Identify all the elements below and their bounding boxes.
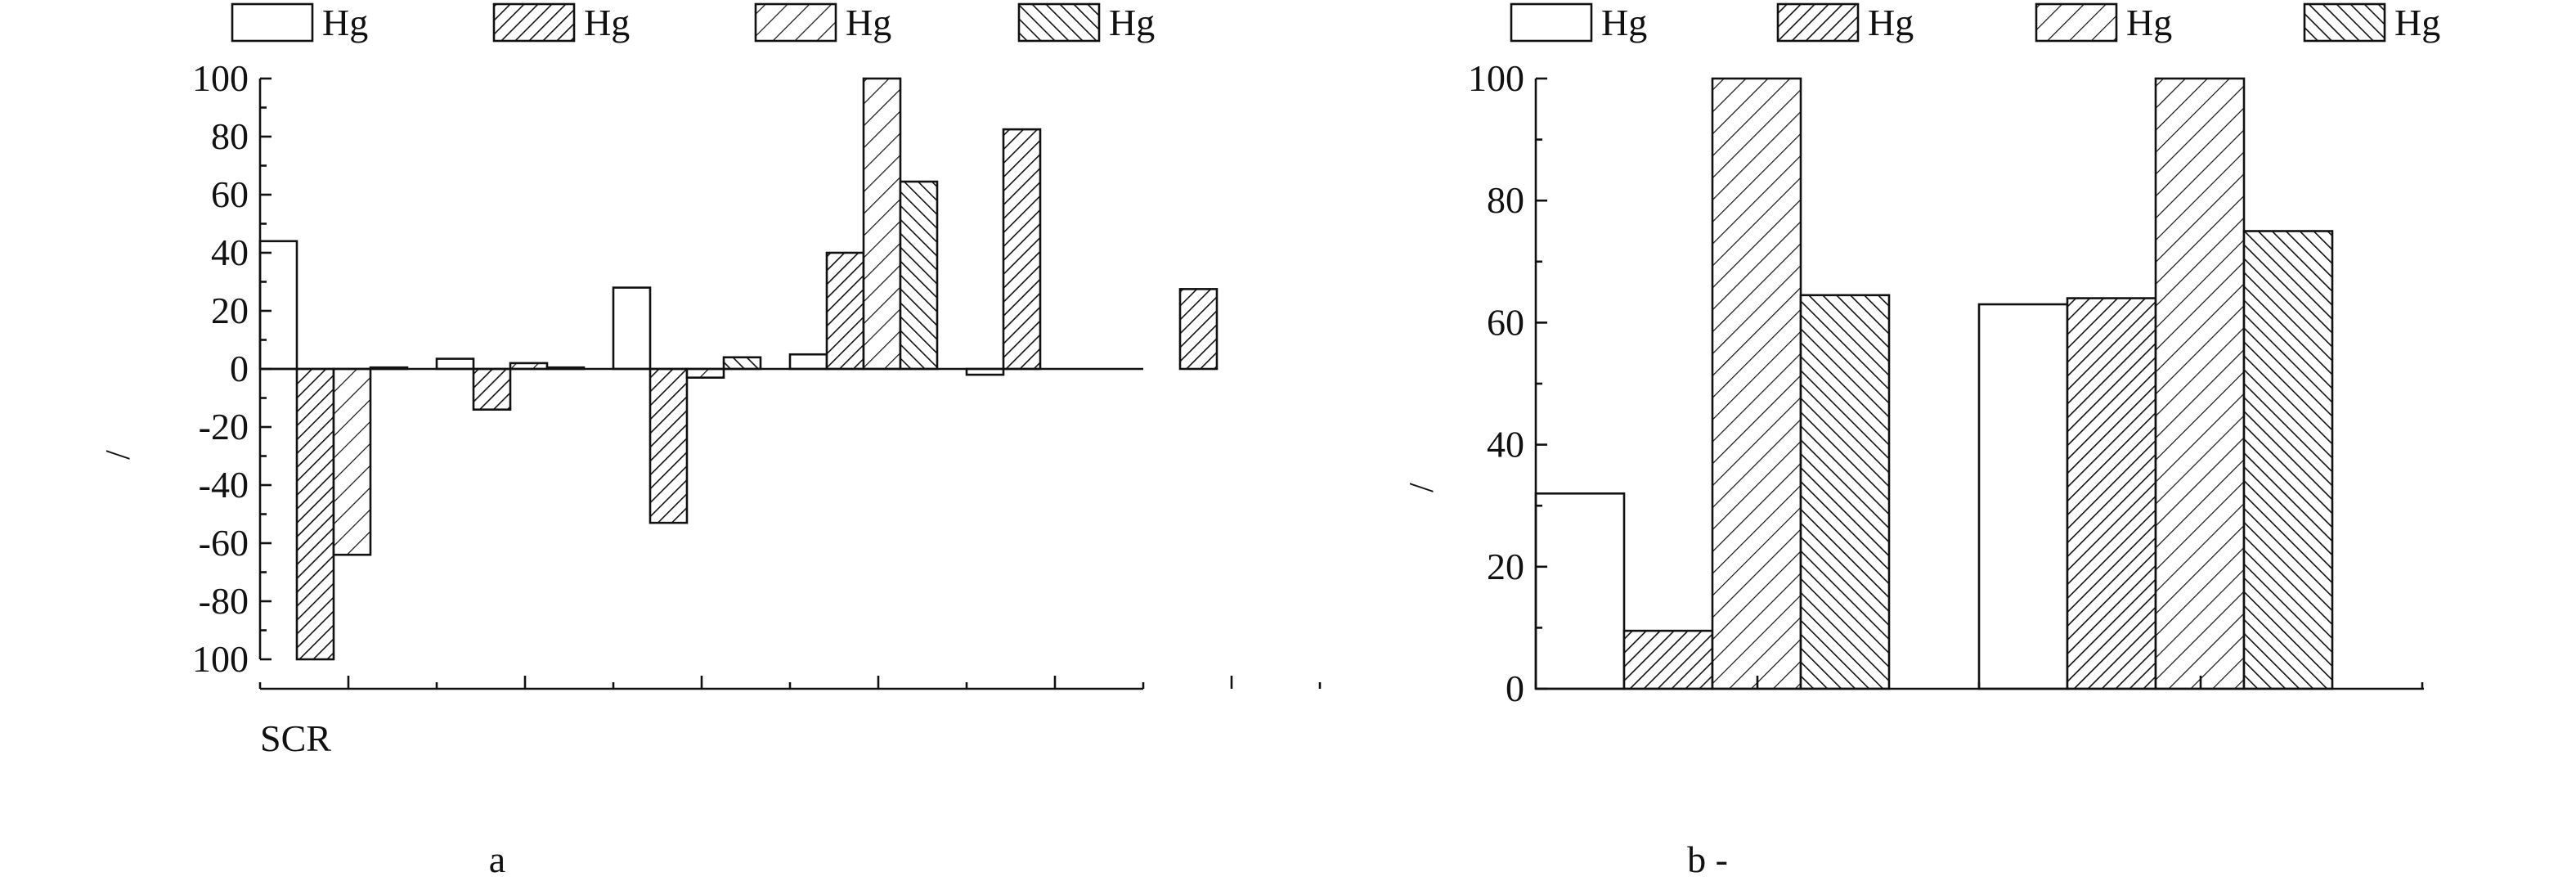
- bar-a-c3-s4: [722, 356, 762, 371]
- axes-b: 0 20 40 60 80 100: [1468, 57, 2424, 709]
- bar-a-c2-s2: [472, 367, 512, 411]
- bar-a-c3-s2: [648, 367, 689, 524]
- legend-label-b-3: Hg: [2126, 2, 2172, 43]
- y-axis-label-b: /: [1403, 483, 1441, 492]
- y-tick-label-a-9: -60: [199, 522, 249, 564]
- chart-panel-b: Hg Hg Hg Hg 0 20 40 60 80 100 / b -: [1403, 2, 2440, 880]
- panel-caption-b: b -: [1687, 838, 1728, 880]
- bar-b-c2-s4: [2242, 230, 2334, 690]
- legend-item-b-2: Hg: [1776, 2, 1914, 43]
- bars-b: [1534, 77, 2334, 690]
- bar-a-c1-s3: [332, 367, 372, 556]
- y-tick-label-a-5: 20: [211, 290, 249, 331]
- chart-panel-a: Hg Hg Hg Hg 100 80 60 40 20 0 -20 -40 -60 -80100 …: [100, 2, 1322, 880]
- y-tick-label-a-4: 40: [211, 231, 249, 273]
- bar-a-c1-s2: [295, 367, 335, 661]
- legend-item-a-1: Hg: [231, 2, 368, 43]
- y-tick-label-a-11: 100: [192, 638, 249, 680]
- bar-a-c3-s1: [612, 286, 652, 371]
- bar-a-c4-s3: [862, 77, 902, 371]
- bar-b-c2-s2: [2066, 297, 2157, 690]
- legend-swatch-a-3: [754, 2, 837, 43]
- y-axis-label-a: /: [100, 450, 137, 460]
- legend-swatch-a-2: [492, 2, 576, 43]
- legend-label-b-2: Hg: [1868, 2, 1914, 43]
- category-label-a: SCR: [260, 717, 331, 759]
- y-tick-label-b-4: 60: [1487, 301, 1524, 343]
- bar-a-c6-s2: [1178, 288, 1218, 371]
- y-tick-label-b-1: 0: [1506, 668, 1524, 709]
- legend-item-b-3: Hg: [2035, 2, 2172, 43]
- y-tick-label-a-7: -20: [199, 406, 249, 447]
- bar-a-c5-s2: [1002, 128, 1042, 371]
- legend-item-a-3: Hg: [754, 2, 891, 43]
- bar-a-c4-s4: [899, 180, 939, 371]
- bar-a-c1-s1: [258, 240, 298, 371]
- legend-swatch-a-4: [1017, 2, 1101, 43]
- legend-b: Hg Hg Hg Hg: [1510, 2, 2440, 43]
- legend-swatch-a-1: [231, 2, 314, 43]
- y-tick-label-a-6: 0: [230, 348, 249, 389]
- legend-label-a-1: Hg: [322, 2, 368, 43]
- legend-label-b-1: Hg: [1601, 2, 1647, 43]
- bar-a-c4-s1: [788, 353, 828, 371]
- legend-item-b-4: Hg: [2303, 2, 2440, 43]
- legend-item-b-1: Hg: [1510, 2, 1647, 43]
- y-tick-label-a-1: 100: [192, 57, 249, 99]
- bar-b-c1-s4: [1799, 294, 1891, 690]
- bar-a-c2-s1: [435, 357, 475, 371]
- bar-a-c4-s2: [825, 251, 865, 371]
- bar-b-c1-s2: [1622, 629, 1714, 690]
- legend-item-a-2: Hg: [492, 2, 630, 43]
- legend-label-a-4: Hg: [1109, 2, 1155, 43]
- y-tick-label-b-2: 20: [1487, 546, 1524, 587]
- y-tick-label-a-8: -40: [199, 464, 249, 506]
- bar-b-c1-s1: [1534, 492, 1626, 690]
- legend-a: Hg Hg Hg Hg: [231, 2, 1155, 43]
- axes-a: 100 80 60 40 20 0 -20 -40 -60 -80 100: [192, 57, 1322, 690]
- y-tick-label-b-6: 100: [1468, 57, 1524, 99]
- y-tick-label-b-5: 80: [1487, 179, 1524, 221]
- bar-a-c3-s3: [685, 367, 725, 379]
- bar-b-c2-s1: [1977, 303, 2069, 690]
- y-tick-label-b-3: 40: [1487, 424, 1524, 465]
- legend-label-a-2: Hg: [584, 2, 630, 43]
- legend-label-b-4: Hg: [2394, 2, 2440, 43]
- y-tick-label-a-2: 80: [211, 115, 249, 157]
- legend-swatch-b-2: [1776, 2, 1860, 43]
- panel-caption-a: a: [489, 838, 505, 880]
- legend-swatch-b-4: [2303, 2, 2386, 43]
- legend-swatch-b-1: [1510, 2, 1593, 43]
- legend-label-a-3: Hg: [846, 2, 891, 43]
- bar-b-c1-s3: [1711, 77, 1802, 690]
- legend-item-a-4: Hg: [1017, 2, 1155, 43]
- legend-swatch-b-3: [2035, 2, 2118, 43]
- y-tick-label-a-3: 60: [211, 173, 249, 215]
- bar-b-c2-s3: [2154, 77, 2246, 690]
- y-tick-label-a-10: -80: [199, 580, 249, 622]
